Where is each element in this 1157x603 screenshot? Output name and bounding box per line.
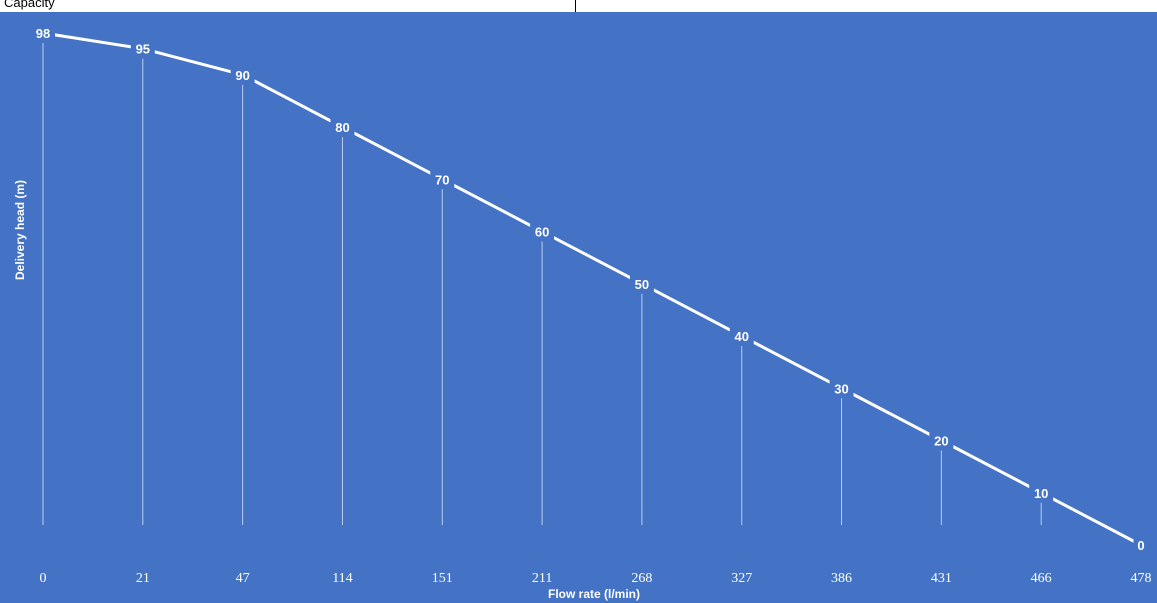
data-label: 40 xyxy=(734,329,748,344)
x-tick-label: 478 xyxy=(1131,571,1152,586)
data-label: 0 xyxy=(1137,538,1144,553)
x-axis-title: Flow rate (l/min) xyxy=(548,587,640,601)
x-tick-label: 47 xyxy=(236,571,250,586)
x-tick-label: 21 xyxy=(136,571,150,586)
x-tick-label: 327 xyxy=(731,571,752,586)
series-line xyxy=(41,31,1143,547)
x-tick-label: 114 xyxy=(332,571,352,586)
data-label-background xyxy=(130,39,155,57)
data-label-background xyxy=(1133,536,1149,553)
x-tick-label: 466 xyxy=(1031,571,1052,586)
chart-background xyxy=(0,12,1157,603)
data-label: 20 xyxy=(934,434,948,449)
x-axis-ticks: 0 21 47 114 151 211 268 327 386 431 466 478 xyxy=(40,571,1152,586)
data-label: 98 xyxy=(36,26,50,41)
data-label-background xyxy=(31,24,55,41)
x-tick-label: 151 xyxy=(432,571,453,586)
x-tick-label: 431 xyxy=(931,571,952,586)
data-label: 90 xyxy=(235,68,249,83)
top-strip-divider xyxy=(575,0,576,12)
data-label-background xyxy=(629,274,654,292)
data-label-background xyxy=(829,379,854,397)
data-label-background xyxy=(330,118,355,136)
data-label: 70 xyxy=(435,172,449,187)
data-label: 30 xyxy=(834,381,848,396)
data-labels: 98 95 90 80 70 60 50 40 30 20 10 0 xyxy=(31,24,1149,553)
x-tick-label: 211 xyxy=(532,571,552,586)
top-strip-text: Capacity xyxy=(4,0,55,10)
x-tick-label: 386 xyxy=(831,571,852,586)
drop-lines xyxy=(42,43,1042,525)
data-label-background xyxy=(530,222,555,240)
data-label: 60 xyxy=(535,225,549,240)
data-label-background xyxy=(729,327,754,345)
y-axis-title: Delivery head (m) xyxy=(13,180,27,280)
data-label: 95 xyxy=(136,42,150,57)
data-label: 10 xyxy=(1034,486,1048,501)
data-label: 50 xyxy=(635,277,649,292)
x-tick-label: 0 xyxy=(40,571,47,586)
data-label-background xyxy=(1029,483,1054,501)
x-tick-label: 268 xyxy=(631,571,652,586)
data-label-background xyxy=(230,65,255,83)
data-label: 80 xyxy=(335,120,349,135)
data-label-background xyxy=(430,170,455,188)
data-label-background xyxy=(929,431,954,449)
top-strip: Capacity xyxy=(0,0,1157,12)
